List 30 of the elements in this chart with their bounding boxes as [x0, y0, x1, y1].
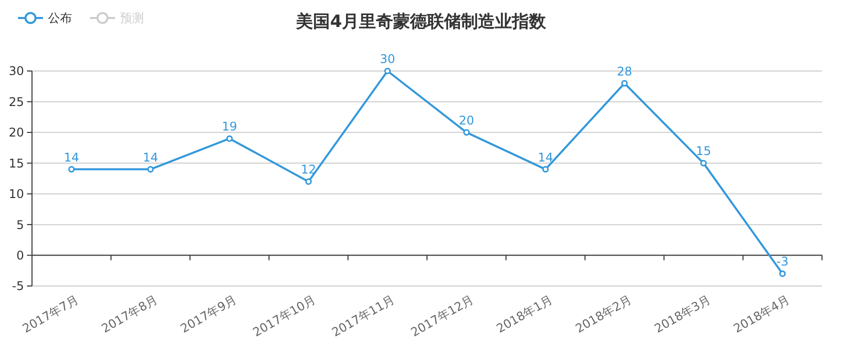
data-label: 28 — [616, 64, 632, 78]
data-label: 14 — [538, 150, 554, 164]
point — [700, 160, 707, 166]
point — [779, 270, 786, 277]
chart-title: 美国4月里奇蒙德联储制造业指数 — [295, 12, 547, 32]
point — [621, 80, 628, 87]
data-label: 30 — [380, 52, 396, 66]
legend-label: 公布 — [48, 11, 72, 26]
data-label: 12 — [300, 162, 316, 177]
point — [226, 135, 233, 142]
data-label: -3 — [776, 254, 788, 269]
y-tick-label: 20 — [8, 126, 24, 140]
data-label: 14 — [64, 150, 80, 164]
data-label: 15 — [696, 144, 712, 158]
point — [147, 166, 154, 173]
y-tick-label: 10 — [8, 187, 24, 202]
y-tick-label: 5 — [16, 218, 24, 232]
y-tick-label: -5 — [12, 279, 24, 294]
y-tick-label: 25 — [8, 94, 24, 109]
y-tick-label: 15 — [8, 156, 24, 170]
y-tick-label: 30 — [8, 64, 24, 78]
data-label: 20 — [458, 113, 474, 128]
data-label: 19 — [222, 120, 238, 134]
point — [542, 166, 549, 173]
data-label: 14 — [142, 150, 158, 164]
point — [463, 129, 470, 136]
point — [305, 178, 312, 185]
point — [68, 166, 75, 173]
point — [384, 68, 391, 74]
y-tick-label: 0 — [16, 248, 24, 262]
